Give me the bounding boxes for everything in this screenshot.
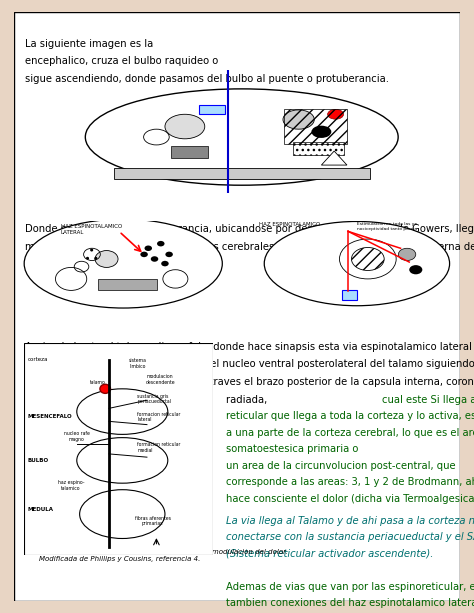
- Bar: [171, 146, 208, 158]
- Text: neurona de 3er Orden, localizada en el nucleo ventral posterolateral del talamo : neurona de 3er Orden, localizada en el n…: [25, 359, 474, 370]
- Text: Donde continua por la protuberancia, ubicandose por dentro del fasciculo de Gowe: Donde continua por la protuberancia, ubi…: [25, 224, 474, 234]
- Text: conectarse con la sustancia periacueductal y el SARA: conectarse con la sustancia periacueduct…: [226, 533, 474, 543]
- Circle shape: [283, 110, 314, 129]
- Text: reticular que llega a toda la corteza y lo activa, esta llega: reticular que llega a toda la corteza y …: [226, 411, 474, 421]
- Text: haz espino-
talamico: haz espino- talamico: [58, 480, 84, 490]
- Text: sistema
limbico: sistema limbico: [128, 358, 146, 368]
- Ellipse shape: [24, 219, 222, 308]
- Circle shape: [165, 114, 205, 139]
- Text: a una parte de la corteza cerebral, lo que es el area: a una parte de la corteza cerebral, lo q…: [226, 428, 474, 438]
- Text: Ademas de vias que van por las espinoreticular, existen: Ademas de vias que van por las espinoret…: [226, 582, 474, 592]
- Circle shape: [165, 251, 173, 257]
- Text: La via llega al Talamo y de ahi pasa a la corteza no sin antes: La via llega al Talamo y de ahi pasa a l…: [226, 516, 474, 526]
- Ellipse shape: [85, 89, 398, 185]
- Bar: [114, 168, 370, 179]
- Bar: [98, 279, 156, 289]
- Bar: [342, 291, 357, 300]
- Text: sigue ascendiendo, donde pasamos del bulbo al puente o protuberancia.: sigue ascendiendo, donde pasamos del bul…: [25, 74, 389, 84]
- Text: nucleo rafe
magno: nucleo rafe magno: [64, 431, 90, 442]
- Circle shape: [398, 248, 416, 261]
- Bar: [293, 142, 344, 154]
- Ellipse shape: [264, 221, 449, 306]
- Text: cual este Si llega a la corteza a diferencia del: cual este Si llega a la corteza a difere…: [382, 395, 474, 405]
- Text: formacion reticular
medial: formacion reticular medial: [137, 443, 181, 453]
- Circle shape: [144, 129, 169, 145]
- Circle shape: [161, 261, 169, 267]
- Text: los axones viajan hasta la corteza, a traves el brazo posterior de la capsula in: los axones viajan hasta la corteza, a tr…: [25, 377, 474, 387]
- Circle shape: [95, 251, 118, 267]
- Text: radiada,: radiada,: [226, 395, 270, 405]
- Text: (Sistema reticular activador ascendente).: (Sistema reticular activador ascendente)…: [226, 549, 433, 559]
- Text: Asciende hasta el talamo-diencefalo, donde hace sinapsis esta via espinotalamico: Asciende hasta el talamo-diencefalo, don…: [25, 342, 474, 352]
- Circle shape: [140, 251, 148, 257]
- Text: talamo: talamo: [90, 380, 106, 385]
- Text: corteza: corteza: [27, 357, 48, 362]
- Circle shape: [409, 265, 422, 275]
- Text: corresponde a las areas: 3, 1 y 2 de Brodmann, ahi se: corresponde a las areas: 3, 1 y 2 de Bro…: [226, 477, 474, 487]
- Text: MESENCEFALO: MESENCEFALO: [27, 414, 72, 419]
- Text: HAZ ESPINOTALAMICO: HAZ ESPINOTALAMICO: [259, 222, 320, 227]
- Ellipse shape: [77, 438, 168, 483]
- Text: tegmento.: tegmento.: [389, 259, 441, 270]
- Text: somatoestesica primaria o: somatoestesica primaria o: [226, 444, 361, 454]
- Ellipse shape: [77, 389, 168, 435]
- Circle shape: [145, 245, 152, 251]
- Circle shape: [100, 384, 110, 394]
- Text: MEDULA: MEDULA: [27, 507, 54, 512]
- Circle shape: [311, 126, 331, 138]
- Text: La siguiente imagen es la: La siguiente imagen es la: [25, 39, 157, 49]
- Circle shape: [74, 261, 89, 272]
- Text: hace consciente el dolor (dicha via Termoalgesica).: hace consciente el dolor (dicha via Term…: [226, 493, 474, 504]
- Ellipse shape: [80, 490, 165, 538]
- Text: formacion reticular
lateral: formacion reticular lateral: [137, 411, 181, 422]
- Text: encephalico, cruza el bulbo raquideo o: encephalico, cruza el bulbo raquideo o: [25, 56, 222, 66]
- Text: Figura 3. Vias ascendentes, vias descendentes y modulacion del dolor.
Modificada: Figura 3. Vias ascendentes, vias descend…: [39, 549, 287, 562]
- Text: mesencefalo a nivel de los pedunculos cerebrales, ubicandose en la parte mas ext: mesencefalo a nivel de los pedunculos ce…: [25, 242, 474, 252]
- Polygon shape: [321, 151, 347, 165]
- Text: tambien conexiones del haz espinotalamico lateral: tambien conexiones del haz espinotalamic…: [226, 598, 474, 608]
- Text: HAZ ESPINOTALAMICO
LATERAL: HAZ ESPINOTALAMICO LATERAL: [61, 224, 122, 235]
- Circle shape: [157, 241, 164, 246]
- Bar: [284, 109, 347, 144]
- Text: Estimulacion en toda las ya
nociceptividad tanto pareja: Estimulacion en toda las ya nociceptivid…: [357, 222, 417, 231]
- Text: modulacion
descendente: modulacion descendente: [146, 374, 175, 385]
- Text: carlota peduncular o: carlota peduncular o: [25, 259, 132, 270]
- Text: fibras aferentes
primarias: fibras aferentes primarias: [135, 516, 171, 527]
- Bar: [199, 105, 225, 114]
- Circle shape: [328, 109, 344, 119]
- Text: BULBO: BULBO: [27, 458, 49, 463]
- Circle shape: [151, 256, 158, 262]
- Text: un area de la circunvolucion post-central, que: un area de la circunvolucion post-centra…: [226, 461, 456, 471]
- Text: sustancia gris
periacueductal: sustancia gris periacueductal: [137, 394, 171, 405]
